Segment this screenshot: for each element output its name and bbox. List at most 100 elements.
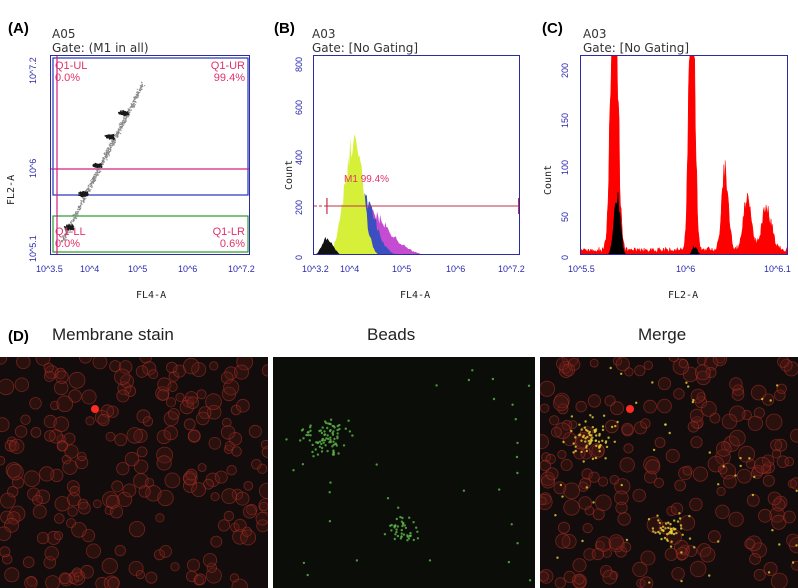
scatter-event <box>106 159 108 161</box>
scatter-event <box>141 88 143 90</box>
cell-outline <box>48 429 64 444</box>
panel-c-ylabel: Count <box>543 164 554 195</box>
cell-outline <box>62 459 78 475</box>
cell-outline <box>27 487 41 501</box>
bead-dot <box>320 446 324 450</box>
merged-bead-dot <box>691 400 695 404</box>
bead-dot <box>406 535 409 538</box>
merged-bead-dot <box>587 439 591 443</box>
bead-dot <box>408 516 411 519</box>
cell-outline <box>621 422 634 436</box>
scatter-event <box>111 139 113 141</box>
cell-outline <box>46 530 61 545</box>
scatter-event <box>110 146 112 149</box>
bead-dot <box>331 433 335 436</box>
panel-a-ytick: 10^6 <box>28 158 38 178</box>
scatter-event <box>102 159 104 161</box>
bead-dot <box>332 443 335 447</box>
bead-dot <box>412 521 415 524</box>
merged-bead-dot <box>693 546 696 549</box>
cell-outline <box>53 380 69 396</box>
merged-bead-dot <box>769 399 772 402</box>
cell-outline <box>139 357 152 364</box>
merged-bead-dot <box>588 442 591 446</box>
scatter-event <box>77 205 80 207</box>
scatter-event <box>93 173 95 175</box>
scatter-event <box>130 106 132 108</box>
scatter-event <box>106 152 108 154</box>
merge-image <box>540 357 798 588</box>
cell-outline <box>557 403 569 415</box>
scatter-event <box>92 177 94 179</box>
scatter-event <box>77 208 79 210</box>
scatter-event <box>108 144 110 146</box>
cell-outline <box>582 523 593 534</box>
scatter-event <box>90 180 92 182</box>
cell-outline <box>608 534 625 550</box>
cell-outline <box>623 443 634 454</box>
scatter-event <box>69 231 71 233</box>
cell-outline <box>541 474 555 489</box>
bead-dot <box>400 532 403 535</box>
population-event <box>124 114 126 116</box>
panel-b-well: A03 <box>312 27 336 41</box>
scatter-event <box>104 153 106 155</box>
cell-outline <box>156 429 172 445</box>
population-event <box>111 136 113 139</box>
cell-outline <box>240 529 257 546</box>
cell-outline <box>770 572 788 588</box>
merged-bead-dot <box>580 428 583 431</box>
merged-bead-dot <box>662 525 665 528</box>
panel-a-plot: Q1-UL 0.0% Q1-UR 99.4% Q1-LL 0.0% Q1-LR 0.6% <box>50 55 250 255</box>
merged-bead-dot <box>584 437 587 440</box>
bead-dot <box>342 444 346 447</box>
bead-dot <box>407 537 411 540</box>
scatter-event <box>116 133 118 135</box>
cell-outline <box>554 577 566 588</box>
panel-c-plot <box>580 55 788 255</box>
merged-bead-dot <box>578 423 581 426</box>
merged-bead-dot <box>591 426 594 429</box>
cell-outline <box>753 407 765 419</box>
cell-outline <box>109 360 122 373</box>
bead-dot <box>516 542 519 545</box>
bead-dot <box>344 427 347 430</box>
cell-outline <box>639 576 654 588</box>
population-event <box>70 228 73 231</box>
merged-bead-dot <box>739 456 742 460</box>
scatter-event <box>90 184 92 186</box>
scatter-event <box>113 141 115 143</box>
panel-c-well: A03 <box>583 27 607 41</box>
merged-bead-dot <box>678 512 681 515</box>
cell-outline <box>744 538 756 550</box>
cell-outline <box>205 567 222 584</box>
panel-a-ytick: 10^5.1 <box>28 235 38 262</box>
merged-bead-dot <box>598 445 601 448</box>
merged-bead-dot <box>658 532 662 535</box>
population-event <box>86 192 88 195</box>
scatter-event <box>133 97 135 99</box>
bead-dot <box>323 430 326 433</box>
scatter-event <box>123 121 125 124</box>
bead-dot <box>435 384 438 387</box>
cell-outline <box>16 357 31 369</box>
bead-dot <box>329 418 333 421</box>
scatter-event <box>116 134 118 136</box>
cell-outline <box>133 428 148 444</box>
cell-outline <box>44 430 56 442</box>
population-event <box>84 194 87 197</box>
panel-b-xtick: 10^7.2 <box>498 264 525 274</box>
cell-outline <box>707 530 721 544</box>
scatter-event <box>98 168 100 170</box>
bead-dot <box>386 497 390 500</box>
scatter-event <box>60 240 63 242</box>
bead-dot <box>408 534 411 537</box>
bead-dot <box>319 429 322 432</box>
merged-bead-dot <box>598 432 601 436</box>
scatter-event <box>72 220 74 222</box>
cell-outline <box>578 496 592 510</box>
cell-outline <box>214 470 228 484</box>
cell-outline <box>255 511 268 526</box>
bead-dot <box>336 437 339 440</box>
merged-bead-dot <box>652 530 655 533</box>
